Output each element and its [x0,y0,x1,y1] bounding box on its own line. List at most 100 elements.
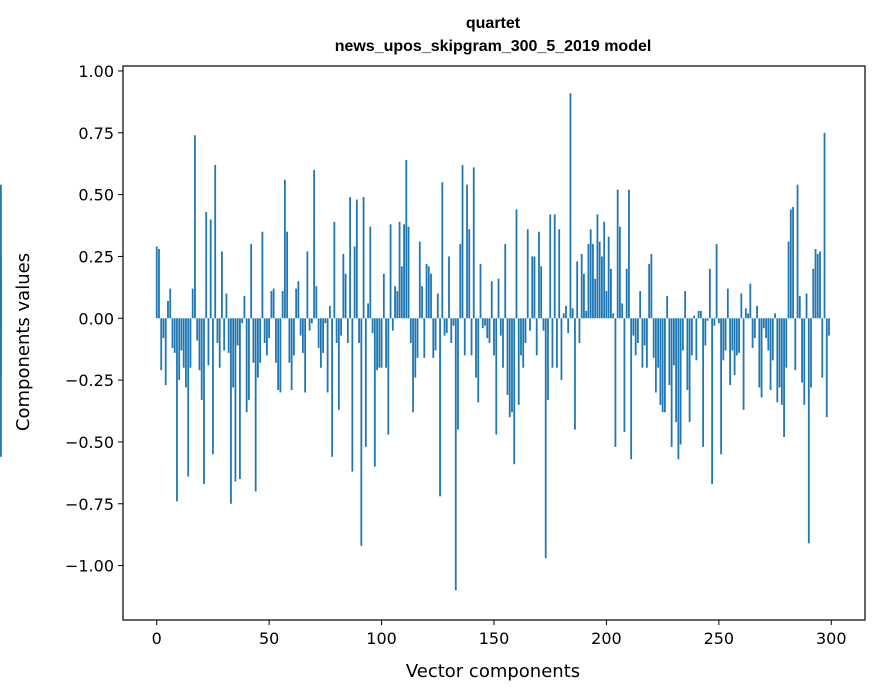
x-tick-label: 300 [816,629,847,648]
bar-96 [371,318,374,334]
bar-254 [726,288,729,319]
bar-132 [452,318,455,326]
bar-53 [275,318,277,363]
bar-18 [196,318,199,341]
bar-113 [409,318,412,343]
bar-259 [738,318,740,353]
bar-172 [542,318,545,331]
bar-287 [801,318,803,383]
x-axis-label: Vector components [406,661,580,682]
bar-158 [511,318,513,413]
bar-19 [198,318,201,371]
bar-244 [704,318,707,346]
bar-88 [353,246,356,319]
y-axis-ticks: 1.00 0.75 0.50 0.25 0.00 −0.25 −0.50 −0.75 −1.00 [65,62,123,576]
bar-285 [796,184,799,319]
bar-232 [677,318,680,460]
bar-71 [315,286,318,319]
bar-208 [623,318,626,433]
bar-222 [654,318,657,393]
bar-269 [760,318,763,398]
bar-260 [740,293,743,319]
bar-184 [569,93,572,319]
bar-241 [697,310,700,319]
bar-291 [810,318,812,388]
x-tick-label: 100 [366,629,397,648]
bar-256 [731,318,734,351]
bar-282 [789,209,792,319]
bar-245 [706,318,709,321]
bar-13 [185,318,187,388]
bar-151 [495,318,498,435]
bar-81 [337,318,340,410]
bar-290 [807,318,810,544]
bar-203 [612,313,615,319]
bar-182 [565,305,567,319]
bar-145 [481,318,484,329]
bar-89 [355,199,358,319]
bar-171 [540,266,543,319]
bar-236 [686,318,689,390]
y-tick-label: 1.00 [78,62,114,81]
bar-69 [310,318,313,324]
bar-197 [598,241,601,319]
bar-86 [349,197,351,319]
bar-63 [297,281,300,319]
bar-240 [695,318,698,361]
x-tick-label: 50 [259,629,279,648]
bar-30 [223,318,226,351]
bar-99 [378,318,381,368]
bar-87 [351,318,354,472]
bar-37 [239,318,241,480]
bar-261 [742,318,745,410]
bar-165 [526,229,529,319]
bar-289 [805,293,808,319]
bar-270 [762,318,765,329]
bar-294 [816,253,819,319]
bar-255 [729,318,731,386]
bar-116 [416,318,419,358]
bar-162 [520,318,522,356]
plot-frame [122,65,866,621]
bar-82 [340,318,342,336]
bar-50 [268,318,271,339]
y-tick-label: 0.50 [78,186,114,205]
bar-193 [589,229,592,319]
bar-226 [663,318,666,413]
bar-202 [610,268,612,319]
bar-173 [544,318,547,559]
bar-119 [423,318,426,358]
bar-144 [479,263,482,319]
bar-178 [556,318,558,368]
bar-179 [558,229,561,319]
bar-212 [632,318,635,336]
bar-124 [434,318,437,351]
bar-228 [668,318,671,386]
bar-31 [225,293,228,319]
bar-264 [749,283,752,319]
bar-109 [400,266,403,319]
bar-36 [236,318,239,346]
bar-102 [385,318,387,368]
bar-110 [403,224,405,319]
bar-56 [281,291,284,319]
bar-249 [715,244,718,319]
bar-103 [387,318,390,435]
bar-28 [218,318,221,368]
bar-108 [398,221,401,319]
bar-215 [639,291,642,319]
bar-258 [735,318,738,356]
bar-0 [155,246,158,319]
bar-209 [625,268,628,319]
bar-12 [182,318,185,368]
bar-220 [650,253,653,319]
bar-201 [607,236,610,319]
y-axis-label: Components values [13,253,34,431]
bar-43 [252,318,255,363]
bar-248 [713,318,716,326]
bar-111 [405,159,408,319]
bar-253 [724,318,727,351]
bar-17 [194,135,196,319]
bar-154 [502,318,504,368]
bar-192 [587,244,590,319]
